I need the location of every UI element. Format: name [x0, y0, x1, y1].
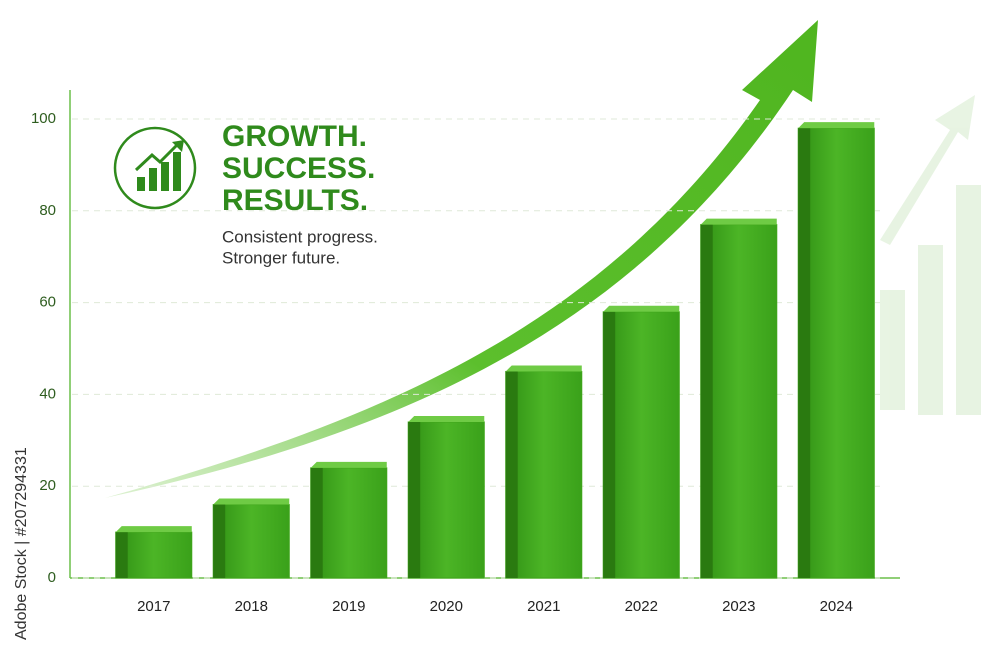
bar-top [115, 526, 192, 533]
bar-side [408, 421, 421, 578]
y-tick-label: 60 [39, 294, 56, 311]
bar-top [798, 122, 875, 129]
subtitle: Stronger future. [222, 248, 340, 267]
bar-top [505, 365, 582, 372]
x-tick-label: 2023 [722, 598, 755, 615]
y-tick-label: 80 [39, 202, 56, 219]
bar-top [408, 415, 485, 422]
x-tick-label: 2019 [332, 598, 365, 615]
x-tick-label: 2020 [430, 598, 463, 615]
y-tick-label: 20 [39, 477, 56, 494]
x-tick-label: 2021 [527, 598, 560, 615]
bar [310, 467, 388, 579]
headline: GROWTH. [222, 120, 367, 153]
watermark: Adobe Stock | #207294331 [13, 447, 30, 640]
y-tick-label: 100 [31, 110, 56, 127]
bar [505, 370, 583, 579]
background-decoration [880, 95, 981, 415]
bar-top [603, 305, 680, 312]
bar [602, 311, 680, 579]
headline: SUCCESS. [222, 152, 375, 185]
bar-side [700, 224, 713, 578]
x-tick-label: 2022 [625, 598, 658, 615]
bar-side [505, 371, 518, 578]
bar-side [115, 532, 128, 578]
bar-side [310, 467, 323, 578]
x-tick-label: 2018 [235, 598, 268, 615]
growth-icon [113, 126, 197, 210]
subtitle: Consistent progress. [222, 227, 378, 246]
bar-top [213, 498, 290, 505]
bar-side [213, 504, 226, 578]
bar-side [798, 128, 811, 578]
bar [212, 504, 290, 579]
y-tick-label: 0 [48, 569, 56, 586]
bar [407, 421, 485, 579]
x-tick-label: 2017 [137, 598, 170, 615]
bar-side [603, 311, 616, 578]
x-tick-label: 2024 [820, 598, 853, 615]
bar-top [310, 461, 387, 468]
bar-top [700, 218, 777, 225]
y-tick-label: 40 [39, 385, 56, 402]
headline: RESULTS. [222, 184, 368, 217]
bar [700, 224, 778, 579]
